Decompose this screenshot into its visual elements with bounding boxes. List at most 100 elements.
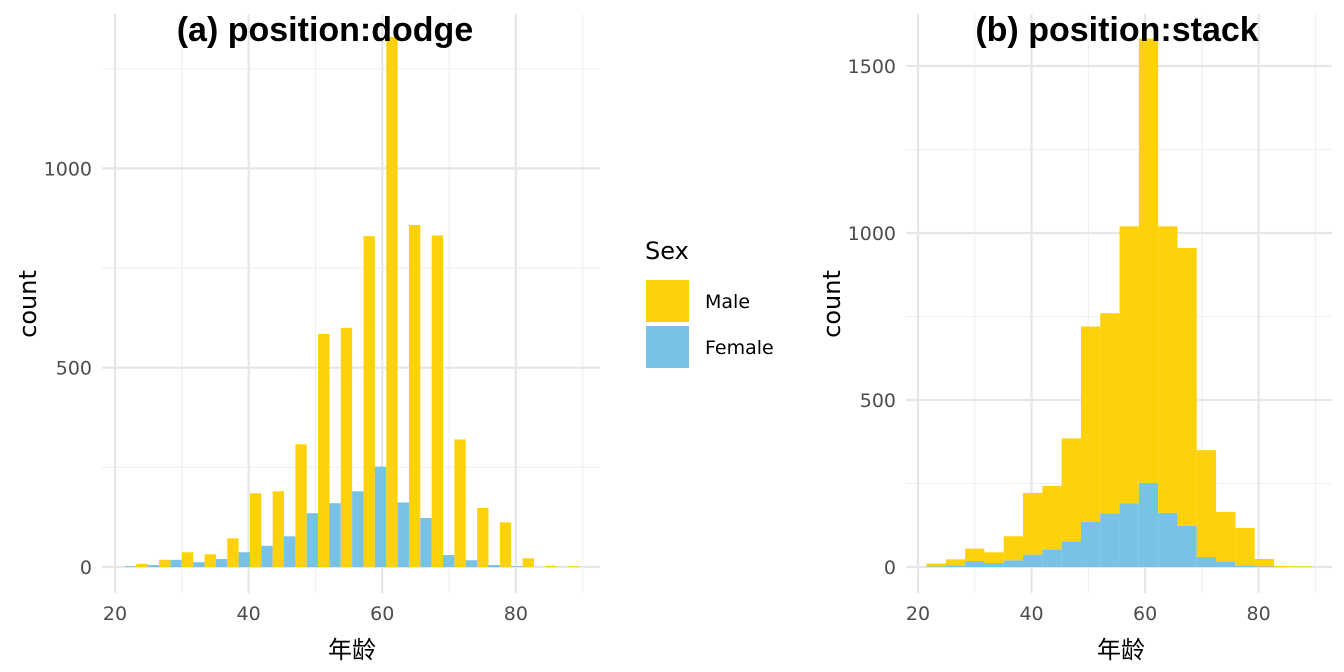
bar-male: [1080, 326, 1101, 522]
bar-male: [363, 236, 375, 568]
bar-female: [238, 552, 250, 567]
tick-labels: 20 40 60 80 0 500 1000 1500: [848, 56, 1271, 625]
bar-female: [926, 566, 946, 567]
x-tick-label: 80: [1247, 603, 1271, 625]
bar-female: [374, 466, 387, 567]
bar-female: [945, 565, 966, 567]
bar-male: [965, 548, 985, 561]
panel-stack: 20 40 60 80 0 500 1000 1500 (b) position:stack 年龄…: [818, 11, 1332, 664]
bar-female: [1119, 503, 1139, 567]
bar-female: [170, 559, 182, 567]
bar-female: [215, 559, 228, 567]
bar-male: [522, 558, 534, 567]
bar-female: [1196, 556, 1217, 567]
panel-b-title: (b) position:stack: [975, 11, 1258, 49]
panel-b-x-axis-title: 年龄: [1097, 636, 1145, 664]
y-tick-label: 500: [860, 390, 896, 412]
bar-male: [1254, 558, 1274, 567]
bar-female: [465, 560, 478, 567]
bar-female: [193, 562, 205, 567]
bar-male: [1100, 313, 1120, 514]
x-tick-label: 60: [1133, 603, 1157, 625]
bar-male: [386, 36, 398, 567]
bar-female: [284, 536, 296, 567]
bar-male: [1138, 38, 1159, 483]
bar-male: [181, 552, 194, 567]
bar-male: [136, 563, 148, 567]
bar-male: [1003, 536, 1024, 561]
bars: [125, 36, 580, 568]
bar-female: [125, 566, 137, 567]
x-tick-label: 40: [237, 603, 261, 625]
bar-female: [1061, 541, 1081, 567]
y-tick-label: 1000: [848, 223, 896, 245]
bar-female: [511, 566, 523, 567]
bar-female: [329, 503, 341, 567]
bar-male: [272, 491, 285, 567]
bar-male: [1216, 511, 1236, 562]
bar-male: [477, 508, 489, 567]
bar-male: [945, 559, 966, 566]
tick-labels: 20 40 60 80 0 500 1000: [44, 158, 528, 625]
bar-female: [965, 560, 985, 567]
bar-male: [295, 444, 307, 567]
bar-male: [1273, 565, 1294, 567]
x-tick-label: 60: [370, 603, 394, 625]
bar-male: [1158, 226, 1178, 513]
bar-male: [454, 439, 466, 567]
bar-female: [1003, 560, 1024, 567]
panel-a-x-axis-title: 年龄: [328, 636, 376, 664]
bar-male: [499, 522, 512, 567]
bar-female: [1042, 549, 1062, 567]
bar-male: [204, 554, 216, 567]
x-tick-label: 80: [504, 603, 528, 625]
bar-female: [1158, 512, 1178, 567]
y-tick-label: 500: [56, 358, 92, 380]
bar-female: [1235, 565, 1255, 567]
y-tick-label: 1500: [848, 56, 896, 78]
bar-female: [1216, 561, 1236, 567]
bar-male: [227, 538, 239, 567]
legend: Sex Male Female: [645, 237, 774, 368]
panel-b-y-axis-title: count: [818, 270, 846, 338]
bar-female: [397, 502, 409, 567]
bar-female: [147, 565, 160, 567]
bar-female: [984, 562, 1004, 567]
legend-title: Sex: [645, 237, 689, 265]
panel-a-y-axis-title: count: [14, 270, 42, 338]
bar-female: [1023, 554, 1043, 567]
bar-male: [1119, 226, 1139, 504]
bars: [926, 38, 1313, 567]
legend-label-male: Male: [705, 291, 750, 313]
y-tick-label: 1000: [44, 158, 92, 180]
bar-male: [1293, 566, 1313, 567]
bar-male: [984, 552, 1004, 563]
bar-male: [431, 235, 444, 567]
bar-female: [1254, 566, 1274, 567]
legend-swatch-female: [646, 326, 689, 368]
x-tick-label: 20: [103, 603, 127, 625]
bar-female: [420, 517, 432, 567]
bar-female: [352, 491, 364, 567]
bar-male: [1023, 492, 1043, 555]
bar-female: [1138, 482, 1159, 567]
bar-male: [567, 566, 580, 567]
panel-a-title: (a) position:dodge: [177, 11, 474, 49]
bar-male: [318, 333, 330, 567]
bar-male: [159, 559, 171, 567]
panel-dodge: 20 40 60 80 0 500 1000 (a) position:dodge 年龄 coun…: [14, 11, 600, 664]
x-tick-label: 40: [1019, 603, 1043, 625]
bar-male: [340, 327, 353, 567]
bar-male: [1235, 527, 1255, 566]
bar-female: [443, 555, 455, 567]
bar-female: [1100, 513, 1120, 567]
x-tick-label: 20: [906, 603, 930, 625]
bar-male: [1061, 438, 1081, 542]
bar-female: [306, 513, 319, 567]
bar-male: [1196, 450, 1217, 557]
bar-female: [261, 545, 273, 567]
bar-male: [1177, 248, 1197, 526]
legend-label-female: Female: [705, 337, 774, 359]
bar-male: [408, 225, 421, 567]
